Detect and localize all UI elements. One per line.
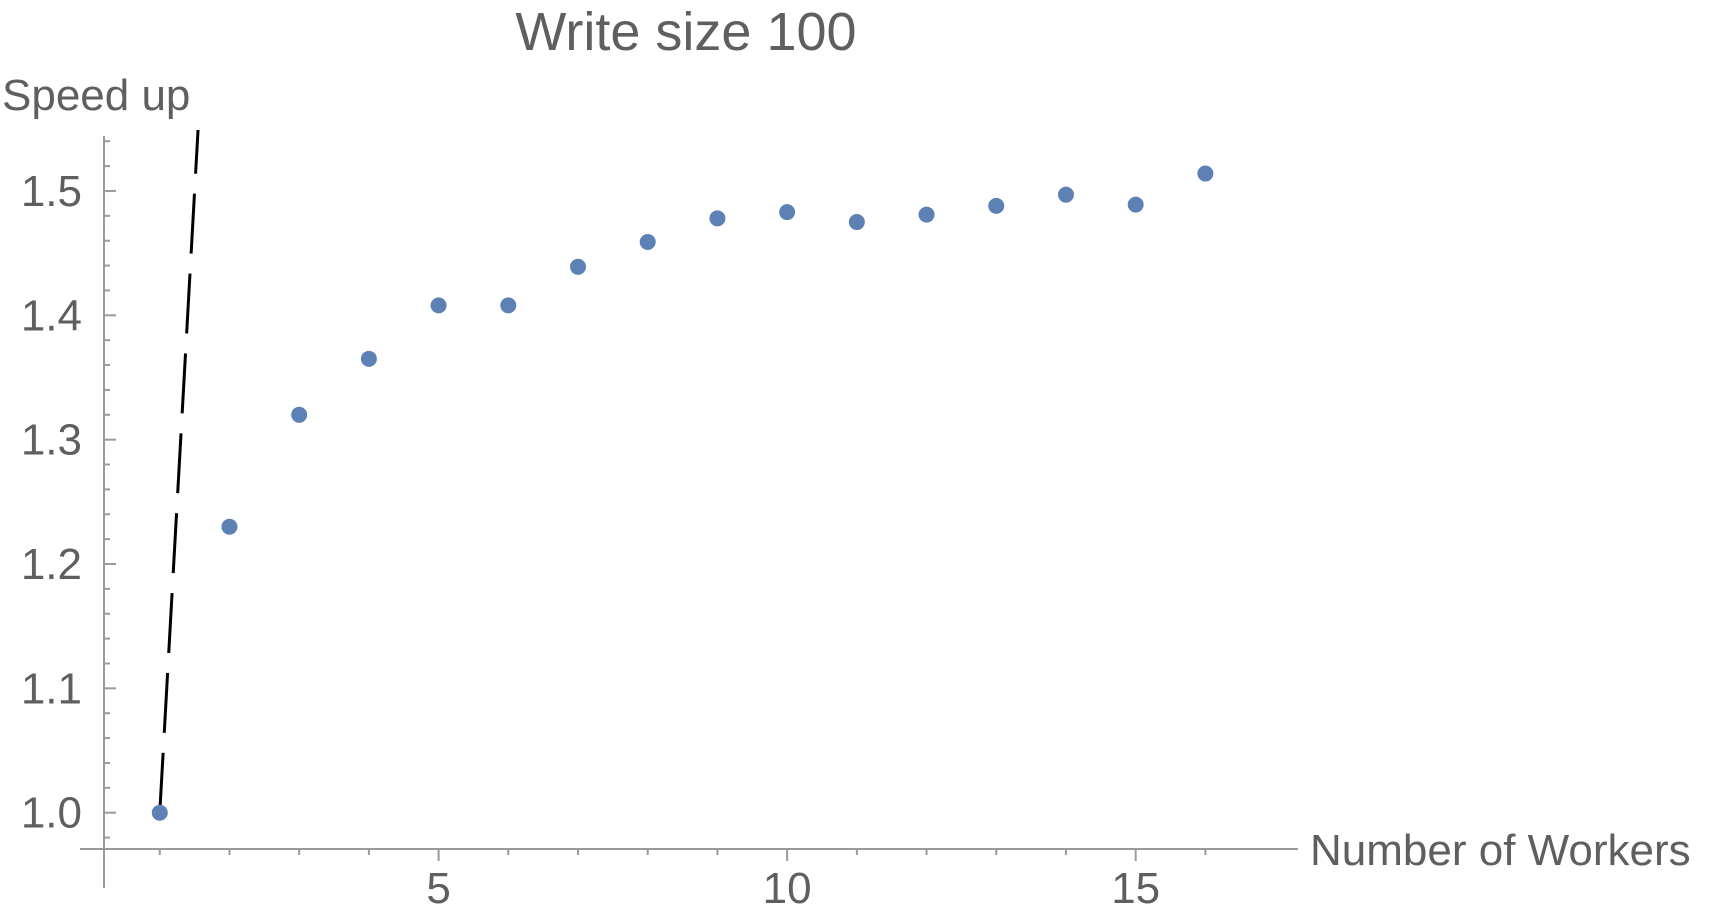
data-point <box>779 204 796 221</box>
data-point <box>709 210 726 227</box>
y-tick-label: 1.0 <box>21 789 82 838</box>
data-point <box>221 518 238 535</box>
y-tick-label: 1.3 <box>21 416 82 465</box>
data-point <box>570 258 587 275</box>
y-axis-title: Speed up <box>2 71 190 120</box>
data-point <box>360 350 377 367</box>
data-point <box>1127 196 1144 213</box>
data-point <box>1057 186 1074 203</box>
x-axis-title: Number of Workers <box>1310 826 1691 875</box>
data-points <box>151 165 1214 821</box>
data-point <box>500 297 517 314</box>
y-ticks: 1.0 1.1 1.2 1.3 1.4 1.5 <box>21 140 116 839</box>
data-point <box>848 214 865 231</box>
x-tick-label: 15 <box>1111 864 1160 910</box>
x-ticks: 5 10 15 <box>158 849 1207 910</box>
axes <box>80 136 1298 888</box>
data-point <box>918 206 935 223</box>
chart-title: Write size 100 <box>515 2 856 62</box>
data-point <box>430 297 447 314</box>
x-tick-label: 10 <box>763 864 812 910</box>
data-point <box>639 233 656 250</box>
reference-line <box>158 130 200 813</box>
data-point <box>988 197 1005 214</box>
reference-line-group <box>158 130 200 813</box>
data-point <box>291 406 308 423</box>
y-tick-label: 1.5 <box>21 167 82 216</box>
y-tick-label: 1.2 <box>21 540 82 589</box>
y-tick-label: 1.4 <box>21 291 82 340</box>
x-tick-label: 5 <box>426 864 450 910</box>
y-tick-label: 1.1 <box>21 664 82 713</box>
data-point <box>151 804 168 821</box>
data-point <box>1197 165 1214 182</box>
